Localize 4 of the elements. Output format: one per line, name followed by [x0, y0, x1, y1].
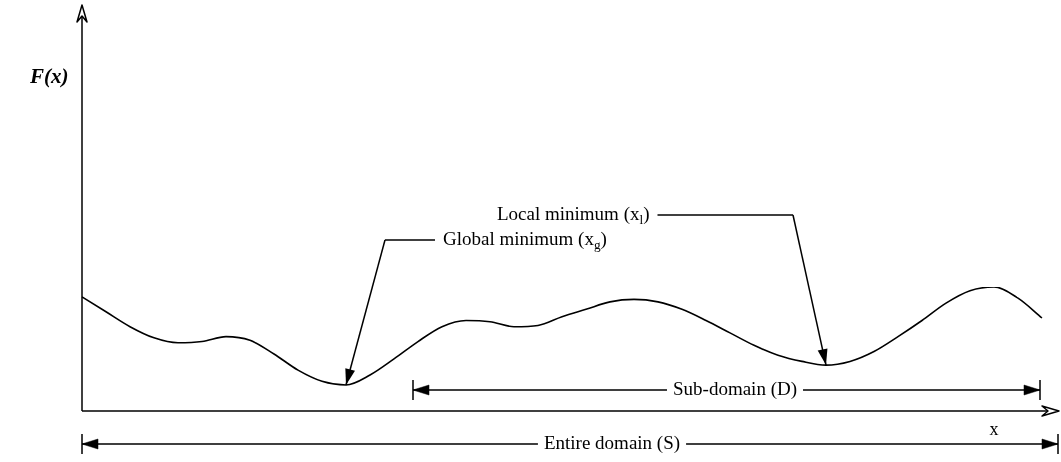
x-axis-title: x	[989, 418, 999, 439]
text: Entire domain (S)	[543, 431, 681, 454]
annotation: Sub-domain (D)	[672, 377, 798, 400]
text: F(x)	[28, 64, 69, 89]
